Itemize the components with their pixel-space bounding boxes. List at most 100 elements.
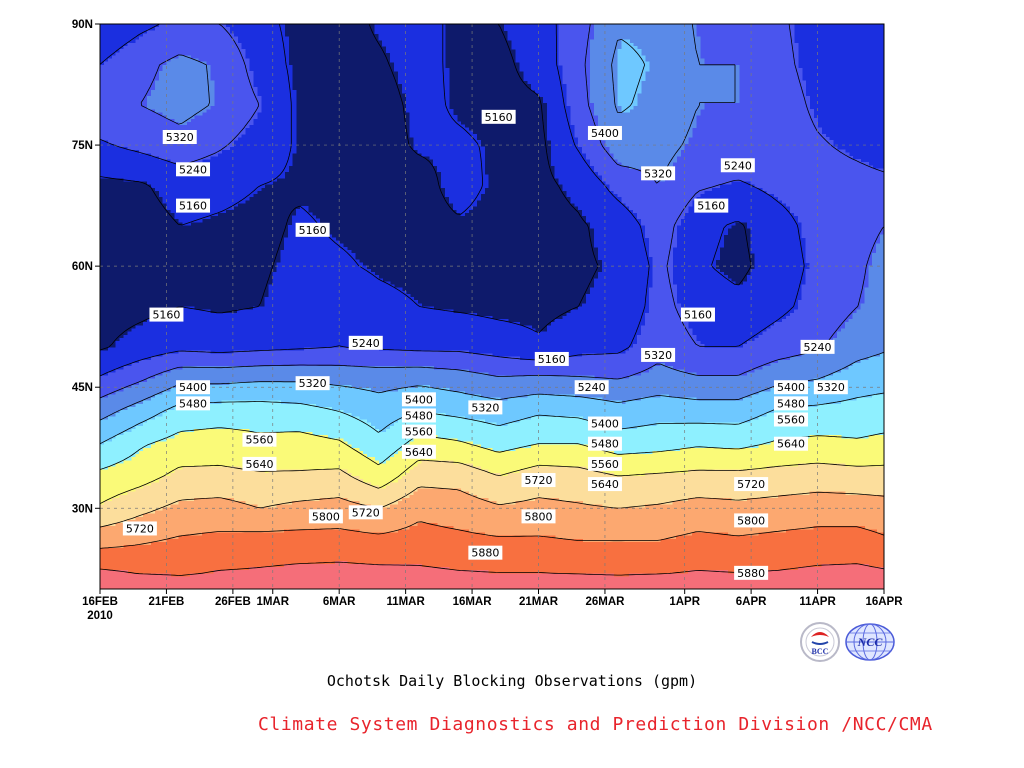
chart-title: Ochotsk Daily Blocking Observations (gpm… [326, 672, 698, 690]
x-tick-label: 16MAR [453, 596, 493, 608]
contour-label: 5640 [401, 444, 436, 459]
contour-band [100, 460, 884, 527]
contour-label-text: 5320 [299, 377, 327, 390]
contour-label: 5320 [641, 166, 676, 181]
contour-line [100, 24, 752, 351]
contour-label-text: 5320 [471, 401, 499, 414]
contour-label-text: 5800 [737, 514, 765, 527]
contour-label-text: 5320 [644, 349, 672, 362]
contour-label: 5480 [176, 396, 211, 411]
contour-label: 5560 [401, 424, 436, 439]
contour-label: 5720 [521, 473, 556, 488]
x-tick-label: 21FEB [149, 596, 185, 608]
contour-label-text: 5160 [684, 309, 712, 322]
contour-label-box [587, 416, 622, 431]
contour-label-box [242, 456, 277, 471]
contour-label-text: 5640 [777, 438, 805, 451]
contour-band [100, 560, 884, 589]
x-tick-label: 16APR [865, 596, 903, 608]
bcc-logo-icon: BCC [800, 622, 840, 662]
contour-label: 5720 [122, 521, 157, 536]
contour-label: 5560 [773, 412, 808, 427]
contour-label: 5640 [587, 477, 622, 492]
contour-label-box [734, 565, 769, 580]
contour-label-text: 5480 [591, 438, 619, 451]
contour-label-box [521, 473, 556, 488]
contour-label: 5880 [468, 545, 503, 560]
contour-label: 5480 [587, 436, 622, 451]
contour-label: 5240 [348, 335, 383, 350]
contour-label: 5400 [587, 416, 622, 431]
y-tick-label: 45N [72, 382, 93, 394]
contour-label-box [720, 158, 755, 173]
contour-label-box [773, 380, 808, 395]
contour-label-text: 5640 [405, 446, 433, 459]
contour-label: 5800 [734, 513, 769, 528]
contour-label-box [773, 396, 808, 411]
contour-label-text: 5240 [352, 337, 380, 350]
contour-label-text: 5160 [179, 200, 207, 213]
contour-label: 5160 [176, 198, 211, 213]
contour-label-text: 5160 [538, 353, 566, 366]
contour-label-box [734, 513, 769, 528]
contour-label: 5720 [348, 505, 383, 520]
contour-label-box [348, 505, 383, 520]
contour-label-box [242, 432, 277, 447]
contour-label-box [401, 424, 436, 439]
contour-band [100, 24, 756, 351]
contour-labels: 5320 5240 5160 5160 5160 5240 5160 5160 5240 5400… [122, 109, 848, 580]
x-tick-label: 26FEB [215, 596, 251, 608]
y-tick-label: 60N [72, 261, 93, 273]
contour-label-box [641, 347, 676, 362]
contour-label: 5160 [534, 351, 569, 366]
contour-label-box [295, 222, 330, 237]
grid-lines [100, 24, 884, 589]
contour-label-box [401, 392, 436, 407]
contour-label-text: 5400 [591, 127, 619, 140]
contour-label: 5240 [176, 162, 211, 177]
contour-label-text: 5480 [405, 409, 433, 422]
contour-label-box [587, 125, 622, 140]
x-tick-label: 16FEB [82, 596, 118, 608]
contour-label: 5320 [813, 380, 848, 395]
contour-label: 5480 [401, 408, 436, 423]
contour-label-box [694, 198, 729, 213]
y-tick-label: 90N [72, 19, 93, 31]
contour-label: 5400 [401, 392, 436, 407]
contour-label-box [481, 109, 516, 124]
contour-label-box [534, 351, 569, 366]
contour-band [100, 24, 884, 421]
contour-label-text: 5480 [179, 397, 207, 410]
contour-label-text: 5560 [777, 414, 805, 427]
contour-label-text: 5400 [591, 418, 619, 431]
contour-label: 5400 [176, 380, 211, 395]
contour-label-box [295, 376, 330, 391]
contour-label-box [176, 380, 211, 395]
contour-label-box [734, 477, 769, 492]
x-tick-label: 1MAR [256, 596, 289, 608]
contour-band [100, 394, 884, 471]
contour-label-text: 5400 [777, 381, 805, 394]
contour-label-box [773, 436, 808, 451]
contour-label-text: 5320 [817, 381, 845, 394]
contour-label: 5240 [800, 339, 835, 354]
contour-label: 5720 [734, 477, 769, 492]
contour-label: 5160 [481, 109, 516, 124]
contour-label: 5400 [773, 380, 808, 395]
contour-label-text: 5320 [166, 131, 194, 144]
contour-label-box [468, 400, 503, 415]
contour-label-box [587, 477, 622, 492]
y-tick-label: 30N [72, 503, 93, 515]
contour-label: 5160 [149, 307, 184, 322]
contour-label: 5800 [521, 509, 556, 524]
contour-label-box [468, 545, 503, 560]
contour-label-box [176, 396, 211, 411]
contour-label-box [122, 521, 157, 536]
contour-label-box [176, 198, 211, 213]
contour-label: 5160 [694, 198, 729, 213]
contour-label-box [162, 130, 197, 144]
contour-label: 5320 [468, 400, 503, 415]
contour-label-text: 5640 [245, 458, 273, 471]
contour-label: 5880 [734, 565, 769, 580]
x-tick-label: 6APR [736, 596, 767, 608]
